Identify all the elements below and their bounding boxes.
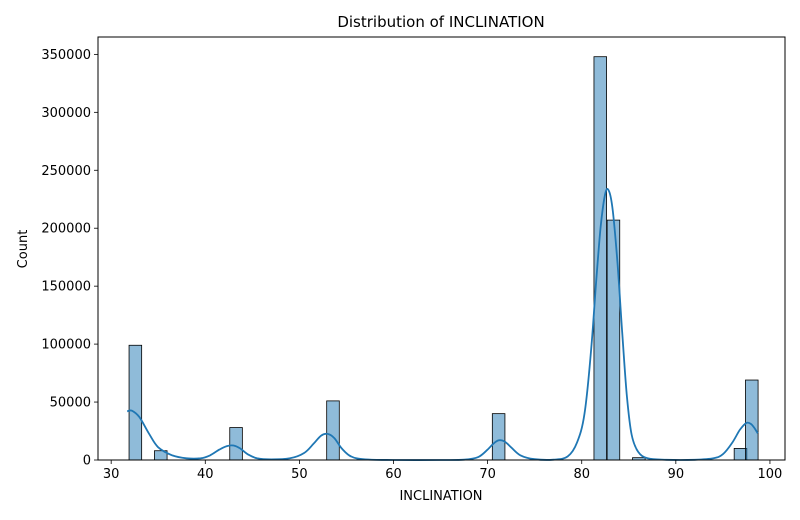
chart-title: Distribution of INCLINATION xyxy=(337,13,544,31)
histogram-bar-9 xyxy=(745,379,759,461)
histogram-bar-2 xyxy=(229,427,243,461)
y-axis-ticks: 0 50000 100000 150000 200000 250000 300000 3500… xyxy=(41,48,98,469)
y-tick-label: 250000 xyxy=(41,164,91,179)
plot-frame xyxy=(97,36,786,461)
y-tick-label: 50000 xyxy=(50,396,91,411)
y-tick-label: 300000 xyxy=(41,106,91,121)
x-tick-label: 60 xyxy=(385,467,402,482)
y-tick-label: 100000 xyxy=(41,338,91,353)
kde-curve xyxy=(126,187,759,461)
y-tick-label: 0 xyxy=(83,454,91,469)
histogram-bar-4 xyxy=(491,413,506,461)
x-tick-label: 50 xyxy=(291,467,308,482)
histogram-bar-8 xyxy=(733,448,748,461)
y-tick-label: 350000 xyxy=(41,48,91,63)
histogram-bar-5 xyxy=(593,56,607,461)
histogram-bars xyxy=(128,56,759,461)
y-axis-label: Count xyxy=(16,230,31,269)
y-tick-label: 150000 xyxy=(41,280,91,295)
histogram-bar-3 xyxy=(326,400,340,461)
x-tick-label: 30 xyxy=(103,467,120,482)
x-tick-label: 80 xyxy=(573,467,590,482)
x-axis-label: INCLINATION xyxy=(399,489,482,504)
x-tick-label: 100 xyxy=(758,467,783,482)
x-axis-ticks: 30 40 50 60 70 80 90 100 xyxy=(103,460,782,482)
y-tick-label: 200000 xyxy=(41,222,91,237)
histogram-bar-0 xyxy=(128,344,143,461)
x-tick-label: 90 xyxy=(668,467,685,482)
x-tick-label: 70 xyxy=(479,467,496,482)
x-tick-label: 40 xyxy=(197,467,214,482)
